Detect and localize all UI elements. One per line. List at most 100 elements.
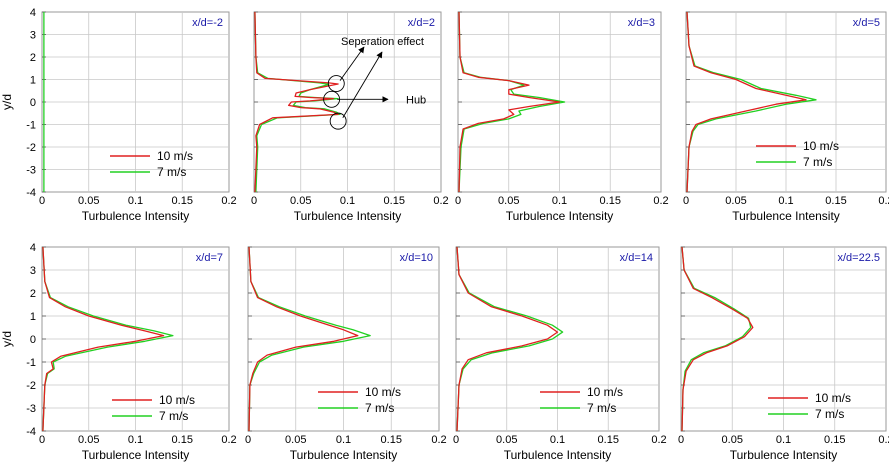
x-tick-label: 0.2: [878, 195, 889, 207]
x-tick-label: 0.1: [550, 434, 565, 446]
annotation-circle: [329, 112, 347, 130]
x-tick-label: 0: [39, 434, 45, 446]
x-tick-label: 0.05: [725, 195, 746, 207]
series-line-10ms: [42, 246, 165, 432]
legend: 10 m/s 7 m/s: [540, 385, 623, 415]
x-axis-label: Turbulence Intensity: [290, 448, 398, 462]
x-tick-label: 0.15: [825, 195, 846, 207]
y-tick-label: 0: [30, 334, 36, 346]
chart-panel-7: 0 0.05 0.1 0.15 0.2 Turbulence Intensity x/d=1…: [453, 246, 667, 462]
x-tick-label: 0: [251, 195, 257, 207]
x-tick-label: 0: [39, 195, 45, 207]
series-line-10ms: [681, 246, 754, 432]
x-tick-label: 0.2: [878, 434, 889, 446]
annotation-hub-label: Hub: [406, 94, 426, 106]
panel-label: x/d=22.5: [837, 252, 880, 264]
y-axis-label: y/d: [0, 94, 14, 110]
x-tick-label: 0: [455, 195, 461, 207]
annotation-arrow: [342, 51, 383, 118]
x-tick-label: 0: [683, 195, 689, 207]
series-line-10ms: [248, 246, 359, 432]
legend-label: 10 m/s: [587, 385, 623, 399]
x-tick-label: 0.15: [598, 434, 619, 446]
x-tick-label: 0.2: [653, 195, 668, 207]
y-axis-label: y/d: [0, 331, 14, 347]
panel-label: x/d=-2: [192, 17, 223, 29]
x-tick-label: 0.05: [78, 434, 99, 446]
y-tick-label: 4: [30, 7, 36, 19]
series-line-10ms: [458, 11, 561, 193]
y-tick-label: -2: [26, 380, 36, 392]
x-tick-label: 0.15: [381, 434, 402, 446]
x-axis-label: Turbulence Intensity: [732, 209, 840, 223]
series-line-7ms: [456, 246, 564, 432]
x-tick-label: 0: [245, 434, 251, 446]
x-axis-label: Turbulence Intensity: [82, 448, 190, 462]
x-tick-label: 0.2: [431, 434, 446, 446]
x-tick-label: 0: [678, 434, 684, 446]
annotations: Seperation effect Hub: [323, 36, 426, 130]
chart-panel-2: 0 0.05 0.1 0.15 0.2 Turbulence Intensity x/d=2: [251, 11, 449, 223]
legend-label: 7 m/s: [157, 165, 186, 179]
panel-label: x/d=5: [853, 17, 880, 29]
x-tick-label: 0.2: [651, 434, 666, 446]
panel-label: x/d=3: [628, 17, 655, 29]
legend-label: 10 m/s: [365, 385, 401, 399]
x-tick-label: 0.1: [778, 195, 793, 207]
legend: 10 m/s 7 m/s: [768, 391, 851, 421]
chart-panel-1: 0 0.05 0.1 0.15 0.2 -4 -3 -2 -1 0 1 2 3 4 Turbulence I…: [0, 7, 237, 223]
x-tick-label: 0.1: [336, 434, 351, 446]
annotation-arrow: [339, 46, 365, 81]
y-tick-label: -3: [26, 403, 36, 415]
legend-label: 10 m/s: [157, 149, 193, 163]
x-tick-label: 0.05: [496, 434, 517, 446]
x-tick-label: 0.1: [128, 195, 143, 207]
y-tick-label: -4: [26, 187, 36, 199]
x-axis-label: Turbulence Intensity: [504, 448, 612, 462]
x-tick-label: 0.15: [172, 434, 193, 446]
x-axis-label: Turbulence Intensity: [506, 209, 614, 223]
legend-label: 7 m/s: [803, 155, 832, 169]
legend: 10 m/s 7 m/s: [110, 149, 193, 179]
series-line-10ms: [456, 246, 559, 432]
panel-label: x/d=7: [196, 252, 223, 264]
y-tick-label: 3: [30, 30, 36, 42]
annotation-circle: [327, 75, 345, 93]
series-line-10ms: [686, 11, 807, 193]
y-tick-label: -2: [26, 142, 36, 154]
x-tick-label: 0.15: [384, 195, 405, 207]
legend-label: 7 m/s: [365, 401, 394, 415]
x-axis-label: Turbulence Intensity: [82, 209, 190, 223]
x-axis-label: Turbulence Intensity: [730, 448, 838, 462]
y-tick-label: 2: [30, 52, 36, 64]
x-tick-label: 0.15: [172, 195, 193, 207]
x-tick-label: 0.05: [78, 195, 99, 207]
x-tick-label: 0.1: [128, 434, 143, 446]
x-tick-label: 0.05: [722, 434, 743, 446]
y-tick-label: 2: [30, 288, 36, 300]
x-tick-label: 0.05: [285, 434, 306, 446]
chart-panel-4: 0 0.05 0.1 0.15 0.2 Turbulence Intensity x/d=5…: [683, 11, 889, 223]
x-tick-label: 0.1: [340, 195, 355, 207]
legend-label: 10 m/s: [815, 391, 851, 405]
x-tick-label: 0.1: [776, 434, 791, 446]
chart-panel-6: 0 0.05 0.1 0.15 0.2 Turbulence Intensity x/d=1…: [245, 246, 447, 462]
legend: 10 m/s 7 m/s: [318, 385, 401, 415]
y-tick-label: -1: [26, 357, 36, 369]
legend: 10 m/s 7 m/s: [112, 393, 195, 423]
annotation-separation-label: Seperation effect: [341, 36, 424, 48]
y-tick-label: 1: [30, 311, 36, 323]
chart-panel-3: 0 0.05 0.1 0.15 0.2 Turbulence Intensity x/d=3: [455, 11, 669, 223]
y-tick-label: 3: [30, 265, 36, 277]
x-tick-label: 0.2: [221, 434, 236, 446]
x-tick-label: 0.15: [600, 195, 621, 207]
y-tick-label: -3: [26, 165, 36, 177]
y-tick-label: -4: [26, 426, 36, 438]
legend-label: 7 m/s: [815, 407, 844, 421]
y-tick-label: 4: [30, 242, 36, 254]
chart-panel-5: 0 0.05 0.1 0.15 0.2 -4 -3 -2 -1 0 1 2 3 4 Turbulence I…: [0, 242, 237, 462]
x-tick-label: 0.2: [221, 195, 236, 207]
x-tick-label: 0.05: [498, 195, 519, 207]
y-tick-label: -1: [26, 120, 36, 132]
